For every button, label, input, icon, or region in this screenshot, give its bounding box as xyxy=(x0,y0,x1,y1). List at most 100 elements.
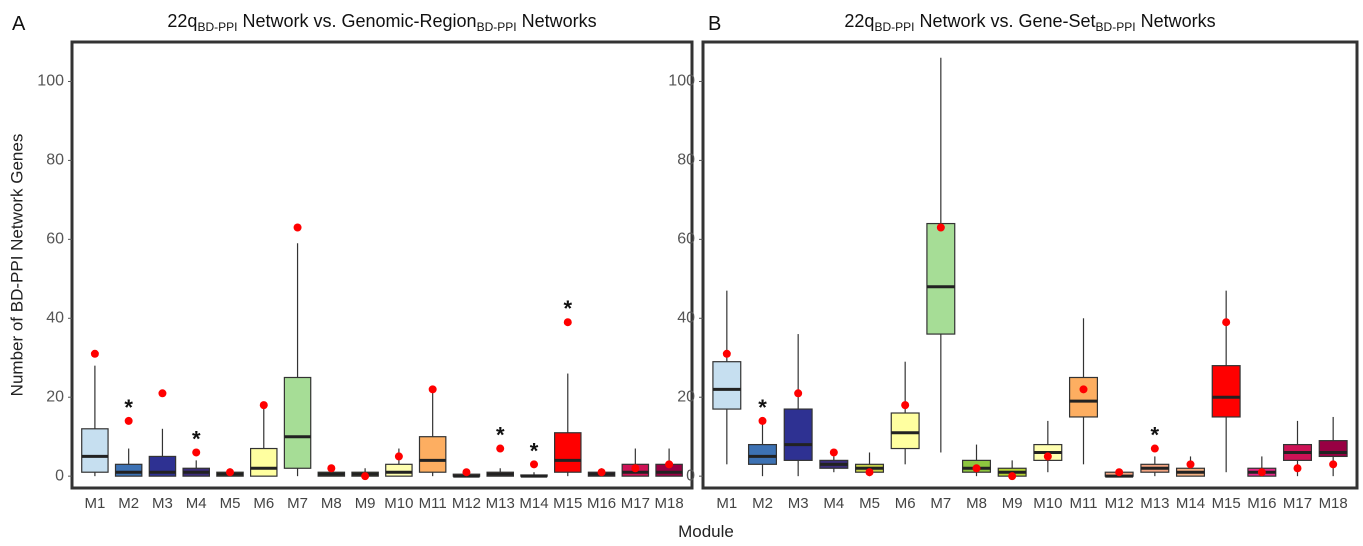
observed-point xyxy=(665,460,674,469)
observed-point xyxy=(1257,468,1266,477)
observed-point xyxy=(631,464,640,473)
observed-point xyxy=(1008,472,1017,481)
x-tick-label: M16 xyxy=(1247,495,1276,512)
x-tick-label: M2 xyxy=(752,495,773,512)
panel-letter: B xyxy=(708,13,721,35)
observed-point xyxy=(530,460,538,469)
box xyxy=(250,447,278,477)
observed-point xyxy=(327,464,336,473)
panel-title: 22qBD-PPI Network vs. Gene-SetBD-PPI Net… xyxy=(844,11,1215,34)
significance-star: * xyxy=(124,395,133,420)
x-tick-label: M12 xyxy=(1105,495,1134,512)
x-tick-label: M11 xyxy=(1069,495,1097,512)
title-part: Network vs. Genomic-Region xyxy=(237,11,476,31)
box xyxy=(1068,376,1099,418)
title-part: 22q xyxy=(844,11,874,31)
box xyxy=(283,376,312,469)
x-tick-label: M1 xyxy=(716,495,737,512)
observed-point xyxy=(496,444,505,453)
plot-frame xyxy=(70,40,694,490)
y-tick-label: 0 xyxy=(686,467,695,484)
observed-point xyxy=(1043,452,1052,461)
y-tick-label: 20 xyxy=(46,388,64,405)
observed-point xyxy=(794,389,803,398)
x-tick-label: M13 xyxy=(1140,495,1169,512)
observed-point xyxy=(865,468,874,477)
x-tick-label: M11 xyxy=(419,495,447,512)
x-tick-label: M4 xyxy=(823,495,844,512)
x-tick-label: M3 xyxy=(788,495,809,512)
box xyxy=(926,222,956,335)
x-tick-label: M14 xyxy=(519,495,548,512)
box xyxy=(114,463,143,477)
x-tick-label: M6 xyxy=(253,495,274,512)
observed-point xyxy=(936,223,945,232)
panel-title: 22qBD-PPI Network vs. Genomic-RegionBD-P… xyxy=(167,11,596,34)
x-tick-label: M5 xyxy=(220,495,241,512)
y-tick-label: 80 xyxy=(46,152,64,169)
box xyxy=(1318,440,1348,458)
observed-point xyxy=(1293,464,1302,473)
box xyxy=(783,408,813,461)
observed-point xyxy=(394,452,403,461)
x-tick-label: M15 xyxy=(1212,495,1241,512)
observed-point xyxy=(1222,318,1231,327)
x-tick-label: M15 xyxy=(553,495,582,512)
title-subscript: BD-PPI xyxy=(477,20,517,34)
observed-point xyxy=(829,448,838,457)
x-tick-label: M8 xyxy=(321,495,342,512)
x-tick-label: M2 xyxy=(118,495,139,512)
observed-point xyxy=(124,416,133,425)
x-tick-label: M9 xyxy=(355,495,376,512)
x-tick-label: M18 xyxy=(1319,495,1348,512)
x-tick-label: M9 xyxy=(1002,495,1023,512)
observed-point xyxy=(259,401,268,410)
observed-point xyxy=(361,472,370,481)
x-tick-label: M17 xyxy=(1283,495,1312,512)
x-tick-label: M18 xyxy=(655,495,684,512)
observed-point xyxy=(1150,444,1159,453)
y-tick-label: 60 xyxy=(677,231,695,248)
x-tick-label: M8 xyxy=(966,495,987,512)
box xyxy=(890,412,920,450)
observed-point xyxy=(293,223,302,232)
x-tick-label: M14 xyxy=(1176,495,1205,512)
observed-point xyxy=(192,448,201,457)
observed-point xyxy=(428,385,437,394)
box xyxy=(418,436,447,473)
observed-point xyxy=(226,468,234,477)
x-tick-label: M10 xyxy=(1033,495,1062,512)
box xyxy=(385,463,413,477)
x-tick-label: M13 xyxy=(486,495,515,512)
title-subscript: BD-PPI xyxy=(197,20,237,34)
y-axis-label: Number of BD-PPI Network Genes xyxy=(7,134,26,397)
observed-point xyxy=(1079,385,1088,394)
x-tick-label: M5 xyxy=(859,495,880,512)
title-subscript: BD-PPI xyxy=(874,20,914,34)
observed-point xyxy=(1186,460,1195,469)
significance-star: * xyxy=(192,426,201,451)
box xyxy=(554,432,582,473)
y-tick-label: 80 xyxy=(677,152,695,169)
plot-frame xyxy=(701,40,1359,490)
observed-point xyxy=(597,468,606,477)
x-tick-label: M12 xyxy=(452,495,481,512)
x-tick-label: M3 xyxy=(152,495,173,512)
y-tick-label: 60 xyxy=(46,231,64,248)
x-tick-label: M7 xyxy=(930,495,951,512)
x-tick-label: M7 xyxy=(287,495,308,512)
significance-star: * xyxy=(563,296,572,321)
significance-star: * xyxy=(758,395,767,420)
title-part: Networks xyxy=(1136,11,1216,31)
box xyxy=(81,428,109,473)
observed-point xyxy=(722,349,731,358)
panel-letter: A xyxy=(12,13,26,35)
box xyxy=(747,443,778,465)
observed-point xyxy=(90,349,99,358)
observed-point xyxy=(158,389,167,398)
x-tick-label: M6 xyxy=(895,495,916,512)
y-tick-label: 40 xyxy=(677,310,695,327)
x-tick-label: M17 xyxy=(621,495,650,512)
significance-star: * xyxy=(496,423,505,448)
